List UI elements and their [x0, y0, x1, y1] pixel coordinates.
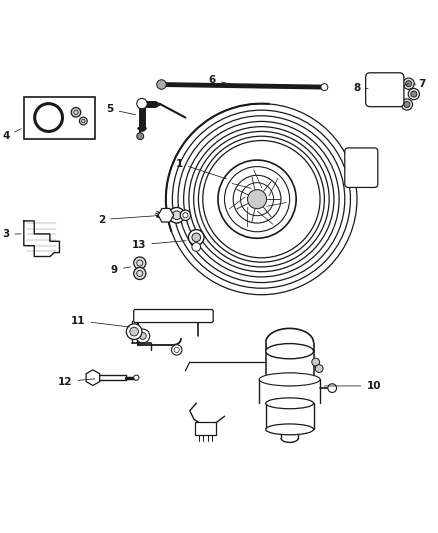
Circle shape — [134, 257, 146, 269]
Circle shape — [411, 91, 417, 97]
Text: 6: 6 — [208, 75, 235, 85]
Circle shape — [79, 117, 87, 125]
Circle shape — [157, 80, 166, 90]
Circle shape — [392, 78, 399, 85]
Circle shape — [371, 94, 379, 102]
FancyBboxPatch shape — [366, 73, 404, 107]
Text: 3: 3 — [2, 229, 21, 239]
Circle shape — [369, 153, 373, 157]
Circle shape — [130, 327, 138, 336]
Text: 2: 2 — [98, 215, 154, 224]
Ellipse shape — [259, 373, 320, 386]
Circle shape — [350, 174, 357, 182]
Circle shape — [401, 99, 413, 110]
Circle shape — [134, 375, 139, 380]
Circle shape — [315, 365, 323, 373]
Circle shape — [139, 333, 146, 340]
Circle shape — [392, 94, 399, 102]
Circle shape — [350, 151, 357, 159]
Text: 1: 1 — [176, 158, 226, 179]
Polygon shape — [24, 221, 60, 256]
Circle shape — [188, 230, 204, 245]
Text: 11: 11 — [71, 316, 130, 327]
Circle shape — [312, 358, 320, 366]
Ellipse shape — [266, 373, 314, 385]
Bar — [195, 422, 216, 435]
Text: 10: 10 — [324, 381, 381, 391]
Circle shape — [352, 176, 355, 180]
Circle shape — [172, 345, 182, 355]
Circle shape — [137, 99, 147, 109]
Ellipse shape — [266, 424, 314, 435]
Text: 13: 13 — [132, 240, 186, 250]
Bar — [24, 96, 95, 139]
Text: 8: 8 — [353, 84, 368, 93]
Circle shape — [192, 243, 201, 251]
Text: 5: 5 — [106, 104, 136, 115]
Circle shape — [192, 233, 201, 242]
Circle shape — [367, 174, 375, 182]
Text: 9: 9 — [111, 264, 131, 274]
Circle shape — [328, 384, 336, 392]
Circle shape — [169, 207, 184, 223]
Circle shape — [403, 78, 414, 90]
Circle shape — [352, 153, 355, 157]
Text: 12: 12 — [58, 377, 95, 386]
FancyBboxPatch shape — [134, 310, 213, 322]
FancyBboxPatch shape — [345, 148, 378, 188]
Circle shape — [180, 210, 191, 221]
Ellipse shape — [266, 344, 314, 359]
Circle shape — [136, 329, 150, 343]
Text: 7: 7 — [414, 79, 426, 89]
Circle shape — [404, 101, 410, 108]
Circle shape — [137, 133, 144, 140]
Circle shape — [367, 151, 375, 159]
Circle shape — [321, 84, 328, 91]
Circle shape — [369, 176, 373, 180]
Circle shape — [71, 108, 81, 117]
Circle shape — [408, 88, 420, 100]
Ellipse shape — [266, 398, 314, 409]
Text: 4: 4 — [2, 128, 21, 141]
Circle shape — [126, 324, 142, 340]
Circle shape — [247, 190, 267, 209]
Circle shape — [134, 268, 146, 279]
Circle shape — [173, 211, 181, 220]
Circle shape — [371, 78, 379, 85]
Circle shape — [406, 80, 412, 87]
